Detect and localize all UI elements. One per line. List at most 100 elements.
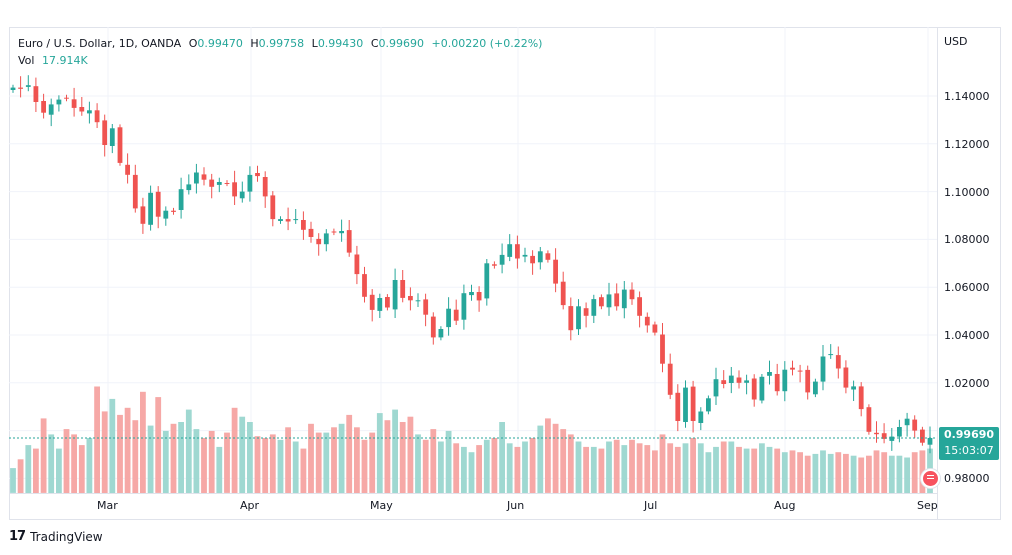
time-tick-label: Jul [644,499,658,512]
candle-body [614,293,620,307]
candle-body [774,374,780,392]
candle-body [576,306,581,330]
candle-body [301,220,306,230]
volume-bar [567,434,574,493]
candle-body [583,308,589,316]
tradingview-brand[interactable]: 17 TradingView [9,529,103,544]
candle-body [224,183,230,184]
candle-body [163,210,169,219]
volume-bar [132,420,139,493]
volume-bar [804,455,811,493]
price-tick-label: 1.04000 [944,329,990,342]
volume-bar [140,391,146,493]
time-tick-label: Aug [774,499,796,512]
volume-bar [483,439,490,494]
candle-body [874,432,879,435]
volume-bar [820,450,826,493]
candle-body [828,354,834,356]
time-tick-label: Jun [507,499,525,512]
volume-bar [674,446,681,493]
volume-bar [285,427,291,493]
price-axis-currency[interactable]: USD [944,35,968,48]
volume-bar [514,446,521,493]
candle-body [308,228,314,237]
volume-bar [904,457,910,493]
volume-bar [789,450,796,493]
candle-body [33,86,39,102]
volume-bar [690,438,696,493]
volume-bar [621,445,628,493]
volume-bar [629,439,635,494]
candle-body [912,419,918,431]
volume-label[interactable]: Vol [18,54,35,67]
candle-body [178,189,184,210]
candle-body [851,386,856,390]
time-tick-label: May [370,499,393,512]
candle-body [369,294,375,310]
volume-bar [63,429,70,493]
candle-body [446,308,451,328]
volume-bar [71,434,77,493]
volume-bar [94,386,100,493]
candle-body [408,296,413,301]
volume-bar [124,407,131,493]
economic-event-icon[interactable] [921,469,940,488]
candle-body [117,127,123,163]
volume-bar [239,416,246,493]
volume-bar [155,397,162,493]
high-value: 0.99758 [258,37,305,50]
candle-body [843,367,849,388]
candle-body [186,184,192,191]
volume-bar [354,427,360,493]
candle-body [698,411,704,423]
volume-bar [407,416,414,493]
volume-bar [682,443,689,493]
candle-body [132,174,138,209]
candle-body [820,356,826,382]
volume-bar [292,441,299,493]
volume-bar [323,432,330,493]
volume-bar [705,452,712,493]
candle-body [323,233,329,245]
volume-bar [101,411,108,493]
volume-bar [774,448,781,493]
volume-bar [162,430,169,493]
volume-bar [216,446,223,493]
chart-legend: Euro / U.S. Dollar, 1D, OANDA O0.99470 H… [18,35,542,69]
volume-bar [40,418,47,493]
candle-body [25,85,31,87]
volume-bar [224,432,230,493]
volume-bar [399,422,406,493]
volume-bar [560,429,567,493]
volume-bar [491,438,498,493]
time-tick-label: Apr [240,499,260,512]
candle-body [285,219,291,222]
volume-bar [545,418,551,493]
volume-bar [843,453,849,493]
candle-body [216,182,222,185]
candle-body [469,292,474,296]
candle-body [897,427,902,437]
candle-body [530,255,535,264]
candle-body [728,375,734,383]
volume-bar [208,430,215,493]
candle-body [920,429,925,443]
candle-body [690,386,696,421]
last-price-tag: 0.99690 15:03:07 [939,427,999,460]
price-tick-label: 1.06000 [944,281,990,294]
symbol-title[interactable]: Euro / U.S. Dollar, 1D, OANDA [18,37,182,50]
candle-body [415,300,421,302]
open-label: O [188,37,198,50]
volume-bar [346,414,353,493]
volume-bar [461,446,467,493]
volume-bar [644,445,651,493]
volume-bar [201,438,207,493]
volume-bar [873,450,880,493]
volume-bar [331,427,337,493]
volume-bar [583,446,589,493]
price-tick-label: 1.14000 [944,90,990,103]
candle-body [453,309,459,321]
candle-body [652,324,658,333]
volume-value: 17.914K [41,54,88,67]
